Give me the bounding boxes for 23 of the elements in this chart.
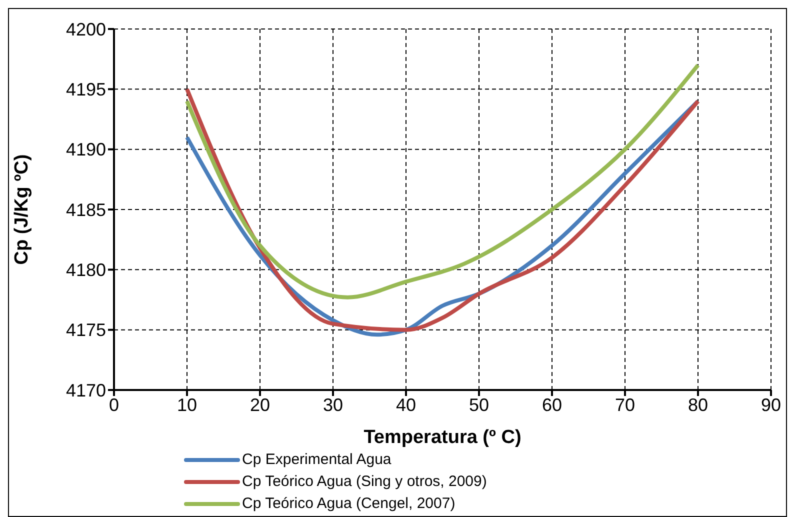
legend-label: Cp Teórico Agua (Sing y otros, 2009) [242,472,487,492]
x-tick-label: 80 [688,394,708,415]
x-tick-label: 20 [250,394,270,415]
x-tick-label: 40 [396,394,416,415]
legend-label: Cp Experimental Agua [242,450,392,470]
legend-label: Cp Teórico Agua (Cengel, 2007) [242,494,456,514]
y-tick-label: 4200 [66,19,106,40]
y-tick-label: 4175 [66,320,106,340]
y-tick-label: 4185 [66,200,106,220]
x-tick-label: 70 [614,394,636,415]
x-axis-title: Temperatura (º C) [364,427,522,448]
x-tick-label: 30 [322,394,344,415]
x-tick-label: 90 [760,394,782,415]
x-tick-label: 60 [542,394,562,415]
y-tick-label: 4180 [66,260,106,280]
y-tick-label: 4170 [66,380,106,400]
x-tick-label: 50 [468,394,490,415]
y-tick-label: 4190 [66,140,106,160]
x-tick-label: 10 [176,394,198,415]
x-tick-label: 0 [108,394,120,415]
y-axis-title: Cp (J/Kg ºC) [12,154,33,265]
line-series [185,63,700,300]
y-tick-label: 4195 [66,80,106,100]
